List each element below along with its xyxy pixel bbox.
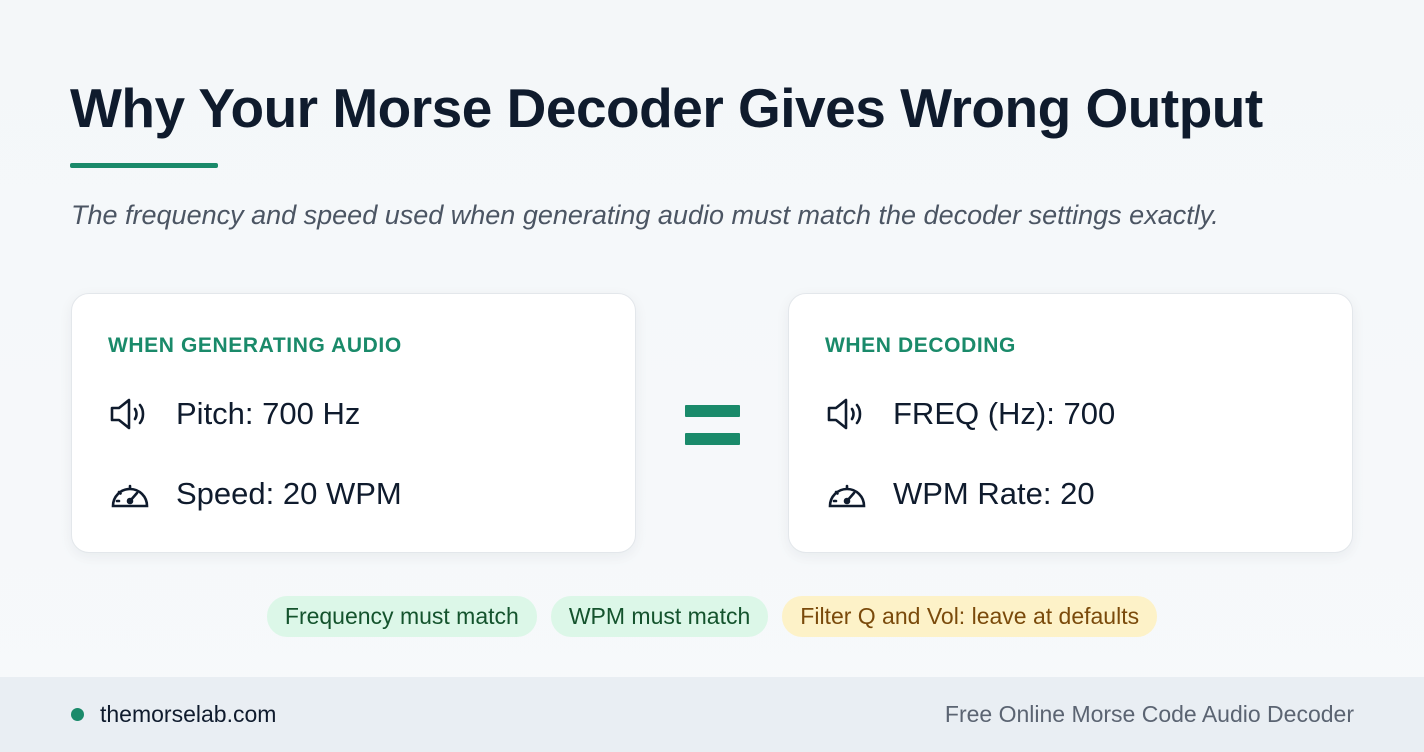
pitch-text: Pitch: 700 Hz — [176, 396, 361, 431]
subtitle: The frequency and speed used when genera… — [71, 200, 1219, 230]
title-underline — [70, 163, 218, 168]
site-name: themorselab.com — [100, 701, 277, 727]
page-title: Why Your Morse Decoder Gives Wrong Outpu… — [70, 77, 1263, 139]
footer — [0, 677, 1424, 752]
tagline: Free Online Morse Code Audio Decoder — [944, 701, 1354, 727]
wpm-text: WPM Rate: 20 — [893, 476, 1095, 511]
pitch-row: Pitch: 700 Hz — [108, 394, 360, 434]
brand-dot-icon — [71, 708, 84, 721]
speedometer-icon — [828, 484, 866, 508]
generating-card: WHEN GENERATING AUDIO Pitch: 700 Hz Spee… — [71, 293, 636, 553]
speaker-icon — [110, 398, 145, 430]
speed-row: Speed: 20 WPM — [108, 474, 402, 514]
card-label: WHEN GENERATING AUDIO — [108, 334, 402, 357]
wpm-pill: WPM must match — [550, 596, 769, 637]
equals-icon — [685, 405, 740, 461]
defaults-pill: Filter Q and Vol: leave at defaults — [782, 596, 1158, 637]
speaker-icon — [827, 398, 862, 430]
speedometer-icon — [111, 484, 149, 508]
freq-row: FREQ (Hz): 700 — [825, 394, 1115, 434]
decoding-card: WHEN DECODING FREQ (Hz): 700 WPM Rate: 2… — [788, 293, 1353, 553]
freq-text: FREQ (Hz): 700 — [893, 396, 1116, 431]
frequency-pill: Frequency must match — [266, 596, 537, 637]
wpm-row: WPM Rate: 20 — [825, 474, 1095, 514]
card-label: WHEN DECODING — [825, 334, 1016, 357]
speed-text: Speed: 20 WPM — [176, 476, 402, 511]
tips: Frequency must match WPM must match Filt… — [0, 596, 1424, 637]
